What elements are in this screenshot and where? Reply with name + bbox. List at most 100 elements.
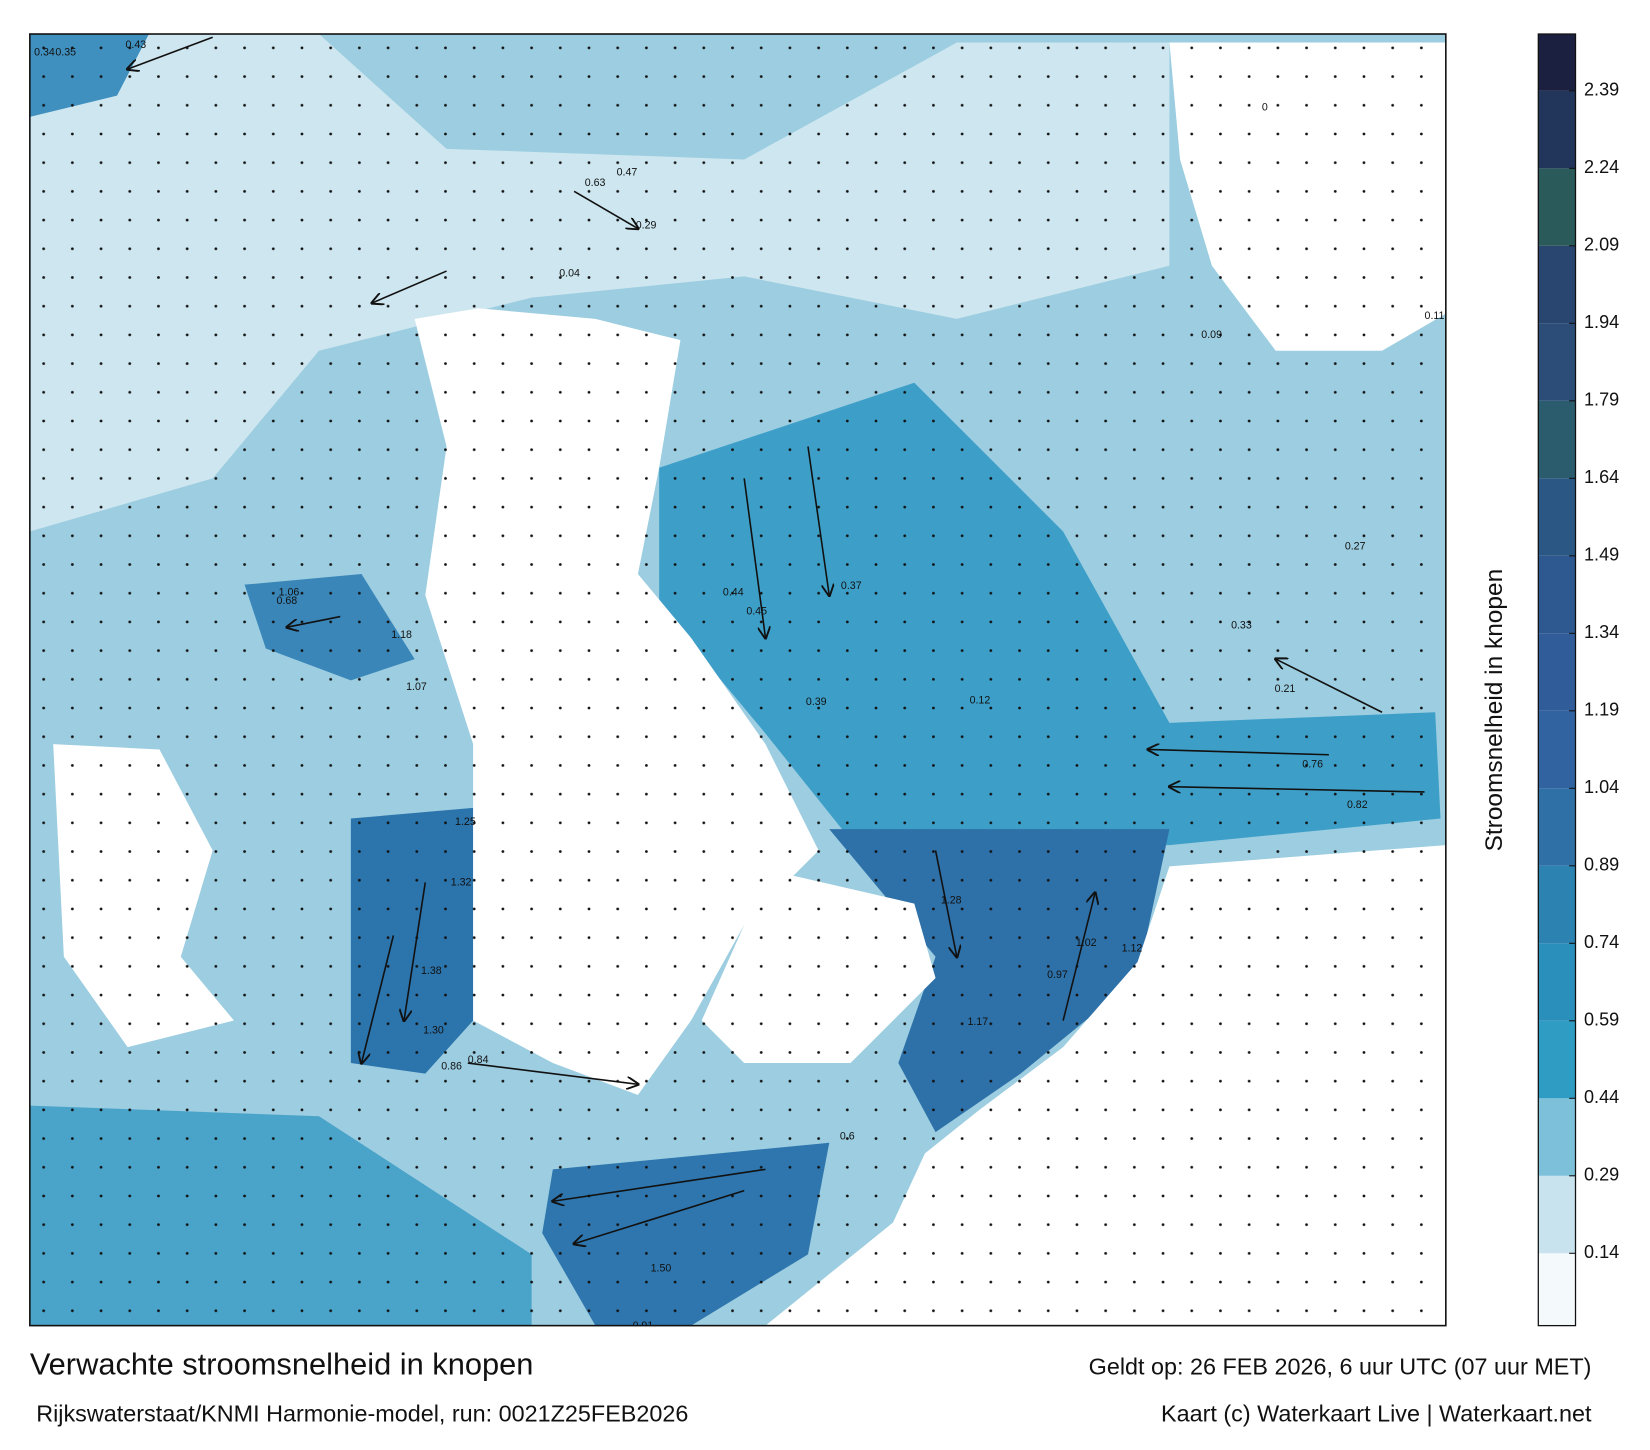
speed-label: 0.37 — [841, 580, 862, 592]
speed-label: 0.35 — [55, 46, 76, 58]
speed-label: 0.63 — [585, 177, 606, 189]
colorbar-tick-label: 0.29 — [1584, 1165, 1619, 1185]
speed-label: 0.09 — [1201, 329, 1222, 341]
colorbar-band — [1538, 34, 1576, 91]
speed-label: 1.38 — [421, 965, 442, 977]
speed-label: 0.91 — [633, 1320, 654, 1332]
arrow — [362, 935, 395, 1063]
colorbar-band — [1538, 323, 1576, 401]
speed-label: 0.33 — [1231, 619, 1252, 631]
colorbar-tick-label: 1.49 — [1584, 545, 1619, 565]
colorbar-band — [1538, 1253, 1576, 1326]
speed-label: 0.44 — [723, 586, 744, 598]
arrow — [574, 1189, 745, 1244]
map: 0.43 0.34 0.35 0.63 0.47 0.29 0 0.681.06 1.18 1.0… — [29, 34, 1446, 1332]
speed-label: 1.17 — [967, 1016, 988, 1028]
arrow — [934, 850, 957, 956]
colorbar-band — [1538, 555, 1576, 634]
colorbar-tick-label: 1.94 — [1584, 312, 1619, 332]
speed-label: 0 — [1262, 102, 1268, 114]
arrow — [128, 36, 213, 69]
valid-time: Geldt op: 26 FEB 2026, 6 uur UTC (07 uur… — [1089, 1354, 1592, 1380]
speed-label: 0.76 — [1302, 759, 1323, 771]
arrow — [1169, 787, 1425, 792]
speed-label: 0.45 — [746, 605, 767, 617]
colorbar-tick-label: 1.04 — [1584, 777, 1619, 797]
colorbar-band — [1538, 865, 1576, 944]
arrow — [1148, 749, 1329, 754]
speed-labels: 0.43 0.34 0.35 0.63 0.47 0.29 0 0.681.06 1.18 1.0… — [34, 39, 1445, 1332]
speed-label: 0.84 — [468, 1054, 489, 1066]
speed-label: 0.39 — [806, 696, 827, 708]
speed-label: 0.04 — [559, 267, 580, 279]
colorbar-band — [1538, 633, 1576, 711]
colorbar-tick-label: 0.14 — [1584, 1242, 1619, 1262]
colorbar-tick-label: 0.44 — [1584, 1087, 1619, 1107]
speed-label: 0.43 — [126, 39, 147, 51]
colorbar-label: Stroomsnelheid in knopen — [1481, 569, 1508, 852]
colorbar-tick-label: 0.89 — [1584, 855, 1619, 875]
colorbar-band — [1538, 90, 1576, 169]
arrow — [287, 615, 341, 628]
arrow — [553, 1168, 766, 1201]
colorbar-tick-label: 2.24 — [1584, 157, 1619, 177]
colorbar-band — [1538, 788, 1576, 866]
speed-label: 0.29 — [636, 220, 657, 232]
speed-label: 1.18 — [391, 629, 412, 641]
colorbar-tick-label: 0.59 — [1584, 1010, 1619, 1030]
source: Rijkswaterstaat/KNMI Harmonie-model, run… — [36, 1400, 688, 1426]
arrow — [372, 270, 447, 303]
speed-label: 0.97 — [1047, 969, 1068, 981]
credit: Kaart (c) Waterkaart Live | Waterkaart.n… — [1161, 1400, 1592, 1426]
colorbar-band — [1538, 400, 1576, 479]
title: Verwachte stroomsnelheid in knopen — [30, 1347, 534, 1382]
colorbar-band — [1538, 168, 1576, 246]
arrow — [807, 446, 829, 595]
speed-label: 0.27 — [1345, 541, 1366, 553]
speed-label: 1.12 — [1122, 942, 1143, 954]
colorbar-tick-label: 1.79 — [1584, 390, 1619, 410]
speed-label: 1.07 — [406, 681, 427, 693]
map-frame — [29, 33, 1447, 1327]
colorbar-band — [1538, 1098, 1576, 1176]
speed-label: 0.86 — [441, 1060, 462, 1072]
colorbar: 0.14 0.29 0.44 0.59 0.74 0.89 1.04 1.19 1.34 1.49… — [1537, 33, 1619, 1327]
arrow — [404, 882, 427, 1020]
vector-grid — [29, 34, 1446, 1326]
speed-label: 0.34 — [34, 46, 55, 58]
colorbar-band — [1538, 943, 1576, 1021]
speed-label: 1.28 — [941, 895, 962, 907]
speed-label: 0.6 — [840, 1131, 855, 1143]
speed-label: 0.82 — [1347, 799, 1368, 811]
speed-label: 1.50 — [651, 1262, 672, 1274]
colorbar-tick-label: 2.09 — [1584, 235, 1619, 255]
speed-label: 0.68 — [276, 595, 297, 607]
colorbar-band — [1538, 1020, 1576, 1099]
speed-label: 0.47 — [617, 166, 638, 178]
speed-label: 0.11 — [1425, 310, 1445, 322]
colorbar-tick-label: 0.74 — [1584, 932, 1619, 952]
colorbar-frame — [1537, 33, 1577, 1327]
arrow — [1062, 893, 1095, 1021]
colorbar-tick-label: 1.34 — [1584, 622, 1619, 642]
arrow — [573, 190, 638, 228]
colorbar-band — [1538, 1175, 1576, 1254]
speed-label: 0.21 — [1275, 683, 1296, 695]
speed-label: 1.25 — [455, 816, 476, 828]
colorbar-band — [1538, 478, 1576, 556]
speed-label: 1.30 — [423, 1024, 444, 1036]
colorbar-band — [1538, 245, 1576, 324]
speed-label: 1.06 — [279, 586, 300, 598]
speed-label: 1.02 — [1076, 937, 1097, 949]
colorbar-tick-label: 1.64 — [1584, 467, 1619, 487]
arrow — [467, 1062, 638, 1084]
colorbar-band — [1538, 710, 1576, 789]
speed-label: 1.32 — [451, 877, 472, 889]
colorbar-tick-label: 1.19 — [1584, 700, 1619, 720]
speed-label: 0.12 — [970, 695, 991, 707]
arrow — [743, 478, 765, 637]
colorbar-tick-label: 2.39 — [1584, 80, 1619, 100]
current-arrows — [128, 36, 1425, 1244]
